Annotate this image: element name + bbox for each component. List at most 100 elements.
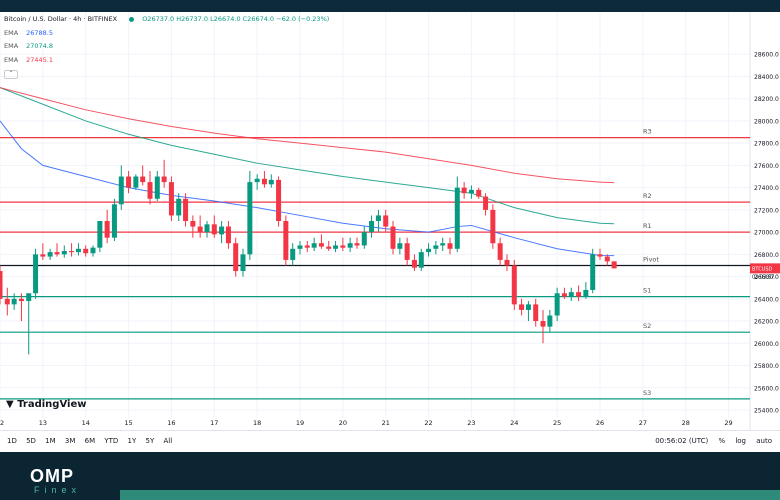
level-label-s1: S1 <box>643 287 651 295</box>
x-tick-label: 28 <box>682 419 690 427</box>
chart-area[interactable]: R3 R2 R1 Pivot S1 S2 S3 25400.0 25600.0 25800.0 2… <box>0 12 780 430</box>
finex-logo: Finex <box>34 485 82 495</box>
candle-body <box>111 204 117 238</box>
collapse-legend-icon[interactable]: ⌃ <box>4 70 18 79</box>
x-tick-label: 13 <box>39 419 47 427</box>
tradingview-logo-icon: ▼ <box>6 399 14 410</box>
x-tick-label: 21 <box>382 419 390 427</box>
tf-6m[interactable]: 6M <box>84 437 96 445</box>
grid <box>0 12 751 430</box>
candle-body <box>40 254 46 257</box>
x-tick-label: 16 <box>167 419 175 427</box>
tf-1m[interactable]: 1M <box>45 437 56 445</box>
candle-body <box>197 226 203 233</box>
candle-body <box>483 196 489 210</box>
candle-body <box>490 209 496 244</box>
tf-all[interactable]: All <box>163 437 173 445</box>
candle-body <box>583 289 589 297</box>
pivot-levels: R3 R2 R1 Pivot S1 S2 S3 <box>0 128 750 400</box>
timeframe-list: 1D 5D 1M 3M 6M YTD 1Y 5Y All <box>7 437 179 445</box>
ema-legend-2[interactable]: EMA 27074.8 <box>4 42 53 50</box>
percent-toggle[interactable]: % <box>718 437 726 445</box>
candle-body <box>340 245 346 248</box>
level-label-s2: S2 <box>643 322 651 330</box>
candle-body <box>311 243 317 248</box>
y-tick-label: 27600.0 <box>754 163 779 170</box>
level-label-pivot: Pivot <box>643 255 659 263</box>
candle-body <box>297 245 303 249</box>
top-bar <box>0 0 780 12</box>
y-tick-label: 26600.0 <box>754 274 779 281</box>
candle-body <box>426 248 432 253</box>
ohlc-values: O26737.0 H26737.0 L26674.0 C26674.0 −62.… <box>142 15 330 23</box>
candle-body <box>47 252 53 257</box>
footer-stripe <box>120 490 780 500</box>
omp-logo: OMP <box>30 466 75 486</box>
level-label-s3: S3 <box>643 389 651 397</box>
y-tick-label: 27400.0 <box>754 185 779 192</box>
tf-1d[interactable]: 1D <box>7 437 17 445</box>
y-tick-label: 28400.0 <box>754 74 779 81</box>
x-tick-label: 22 <box>424 419 432 427</box>
candle-body <box>104 221 110 238</box>
candle-body <box>504 259 510 266</box>
candle-body <box>276 179 282 221</box>
tf-5d[interactable]: 5D <box>26 437 36 445</box>
candle-body <box>347 243 353 248</box>
candle-body <box>604 256 610 262</box>
tf-3m[interactable]: 3M <box>64 437 76 445</box>
candle-body <box>326 246 332 249</box>
log-toggle[interactable]: log <box>735 437 746 445</box>
tf-1y[interactable]: 1Y <box>127 437 137 445</box>
auto-toggle[interactable]: auto <box>756 437 772 445</box>
candle-body <box>261 178 267 185</box>
candle-body <box>283 221 289 260</box>
ema-legend-3[interactable]: EMA 27445.1 <box>4 55 53 64</box>
y-tick-label: 28600.0 <box>754 52 779 59</box>
tradingview-logo[interactable]: ▼ TradingView <box>6 399 87 410</box>
candle-body <box>204 224 210 233</box>
candle-body <box>133 176 139 188</box>
candle-body <box>161 176 167 183</box>
candle-body <box>454 187 460 249</box>
candle-body <box>69 251 75 253</box>
candle-body <box>240 254 246 272</box>
tf-5y[interactable]: 5Y <box>145 437 155 445</box>
candle-body <box>590 254 596 290</box>
x-axis: 12 13 14 15 16 17 18 19 20 21 22 23 24 25 26 27 28 29 <box>0 419 733 427</box>
y-tick-label: 27200.0 <box>754 207 779 214</box>
candle-body <box>0 271 3 299</box>
candle-body <box>140 176 146 183</box>
candle-body <box>418 252 424 268</box>
candle-body <box>268 179 274 185</box>
candle-body <box>183 198 189 221</box>
x-tick-label: 29 <box>724 419 732 427</box>
candle-body <box>225 226 231 244</box>
y-tick-label: 28000.0 <box>754 118 779 125</box>
symbol-title[interactable]: Bitcoin / U.S. Dollar · 4h · BITFINEX <box>4 15 118 23</box>
candle-body <box>18 298 24 302</box>
candle-body <box>369 221 375 233</box>
candle-body <box>411 259 417 268</box>
ema-legend-1[interactable]: EMA 26788.5 <box>4 28 53 37</box>
utc-time[interactable]: 00:56:02 (UTC) <box>655 437 709 445</box>
candle-body <box>519 304 525 310</box>
candle-body <box>354 243 360 246</box>
footer-banner: OMP Finex <box>0 452 780 500</box>
x-tick-label: 27 <box>639 419 647 427</box>
y-tick-label: 26000.0 <box>754 341 779 348</box>
candle-body <box>33 254 39 294</box>
candle-body <box>540 321 546 327</box>
legend: Bitcoin / U.S. Dollar · 4h · BITFINEX O2… <box>4 13 329 81</box>
candle-body <box>561 293 567 297</box>
y-axis: 25400.0 25600.0 25800.0 26000.0 26200.0 26400… <box>754 52 779 415</box>
tf-ytd[interactable]: YTD <box>104 437 119 445</box>
ema-line-1 <box>0 120 615 257</box>
candle-body <box>154 176 160 199</box>
y-tick-label: 28200.0 <box>754 96 779 103</box>
y-tick-label: 26400.0 <box>754 296 779 303</box>
candle-body <box>83 248 89 254</box>
price-tag-box <box>750 263 780 274</box>
